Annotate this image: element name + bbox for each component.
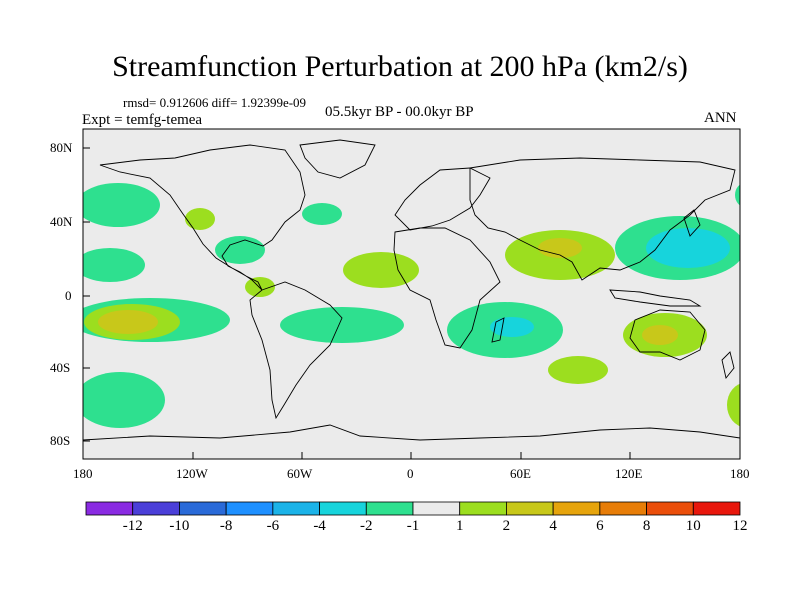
coast-africa (393, 227, 501, 349)
contour-olive-aus (642, 325, 678, 345)
coast-new-zealand (721, 351, 735, 380)
colorbar (85, 501, 741, 516)
contour-teal-gulf (215, 236, 265, 264)
lat-label-0: 0 (65, 288, 72, 303)
lon-label-180w: 180 (73, 466, 93, 481)
contour-teal-npac (83, 183, 160, 227)
contour-teal-eedge (735, 184, 740, 206)
lon-label-60w: 60W (287, 466, 313, 481)
map-title: Streamfunction Perturbation at 200 hPa (… (112, 50, 688, 83)
contour-fills (83, 183, 740, 428)
colorbar-label: 8 (642, 518, 651, 534)
contour-teal-satl (280, 307, 404, 343)
lat-label-80n: 80N (50, 140, 73, 155)
colorbar-swatch (132, 501, 180, 516)
colorbar-label: -4 (313, 518, 326, 534)
stats-text: rmsd= 0.912606 diff= 1.92399e-09 (123, 95, 307, 110)
lon-label-60e: 60E (510, 466, 531, 481)
colorbar-swatch (412, 501, 461, 516)
colorbar-label: 1 (455, 518, 464, 534)
coast-indonesia (609, 289, 702, 307)
colorbar-swatch (646, 501, 694, 516)
period-label: 05.5kyr BP - 00.0kyr BP (325, 104, 474, 120)
colorbar-label: -8 (219, 518, 233, 534)
colorbar-label: 12 (732, 518, 748, 534)
coast-asia (469, 157, 736, 281)
contour-lime-eedge (727, 383, 740, 427)
coast-europe (394, 167, 491, 231)
experiment-label: Expt = temfg-temea (82, 112, 203, 128)
colorbar-label: -10 (169, 518, 190, 534)
coast-australia (629, 309, 706, 361)
lon-label-180e: 180 (730, 466, 750, 481)
colorbar-swatch (319, 501, 367, 516)
colorbar-swatch (552, 501, 601, 516)
colorbar-label: -12 (122, 518, 143, 534)
lat-label-80s: 80S (50, 433, 71, 448)
coast-japan (683, 209, 701, 237)
colorbar-label: 2 (502, 518, 511, 534)
colorbar-label: 4 (549, 518, 557, 534)
lat-label-40s: 40S (50, 360, 71, 375)
colorbar-label: -1 (406, 518, 420, 534)
axis-ticks (83, 147, 631, 459)
contour-olive-spac (98, 310, 158, 334)
coastlines (83, 139, 740, 441)
colorbar-swatch (225, 501, 274, 516)
coast-madagascar (491, 317, 505, 343)
contour-teal-epac (83, 248, 145, 282)
colorbar-swatch (459, 501, 507, 516)
coast-south-america (249, 281, 343, 420)
contour-teal-natl (302, 203, 342, 225)
map-background (83, 129, 740, 459)
colorbar-swatch (272, 501, 320, 516)
colorbar-label: 6 (596, 518, 604, 534)
coast-antarctica (83, 424, 740, 441)
contour-cyan-wpac (646, 228, 730, 268)
coast-north-america (99, 144, 306, 291)
contour-cyan-ind (490, 317, 534, 337)
contour-teal-sspac (83, 372, 165, 428)
colorbar-swatch (506, 501, 554, 516)
colorbar-swatch (599, 501, 647, 516)
contour-lime-mex (185, 208, 215, 230)
colorbar-swatch (179, 501, 227, 516)
colorbar-label: -6 (266, 518, 280, 534)
contour-lime-matl (343, 252, 419, 288)
lon-label-120e: 120E (615, 466, 643, 481)
season-label: ANN (704, 110, 737, 126)
contour-lime-sind (548, 356, 608, 384)
colorbar-label: -2 (360, 518, 373, 534)
contour-olive-asia (538, 238, 582, 258)
colorbar-swatch (365, 501, 414, 516)
lon-label-0: 0 (407, 466, 414, 481)
lat-label-40n: 40N (50, 214, 73, 229)
coast-greenland (299, 139, 376, 179)
colorbar-label: 10 (685, 518, 701, 534)
lon-label-120w: 120W (176, 466, 208, 481)
colorbar-swatch (692, 501, 741, 516)
colorbar-swatch (85, 501, 134, 516)
